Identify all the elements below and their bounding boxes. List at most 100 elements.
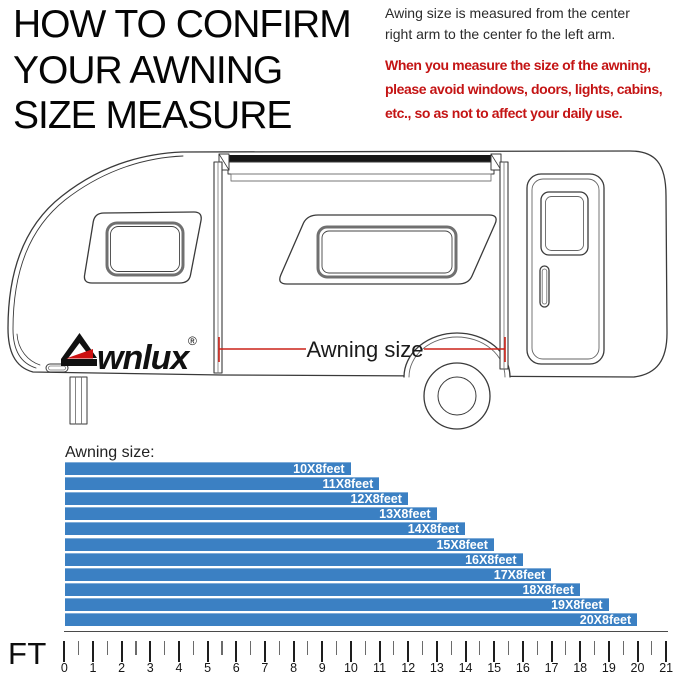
- ruler-edge-line: [63, 631, 668, 633]
- door-inner-line: [531, 178, 600, 360]
- ruler-tick-label: 4: [175, 661, 183, 675]
- ruler-tick-major: [321, 641, 324, 662]
- bar-label: 12X8feet: [350, 492, 402, 507]
- brand-logo-a-bar: [61, 359, 97, 366]
- ruler-tick-minor: [593, 641, 596, 655]
- ruler-tick-label: 2: [118, 661, 126, 675]
- awning-size-bar: 17X8feet: [65, 567, 552, 582]
- ruler-tick-label: 9: [318, 661, 326, 675]
- bar-label: 18X8feet: [522, 582, 574, 597]
- ruler-tick-major: [521, 641, 524, 662]
- caravan-diagram: Awning size wnlux ®: [7, 150, 668, 430]
- ruler-tick-minor: [364, 641, 366, 655]
- front-window-frame-inner: [110, 226, 180, 272]
- ruler-tick-label: 10: [343, 661, 358, 675]
- ruler-tick-label: 8: [290, 661, 298, 675]
- ruler-tick-label: 6: [232, 661, 240, 675]
- ruler-tick-major: [435, 641, 438, 662]
- tow-jack: [69, 376, 88, 425]
- awning-size-bar: 16X8feet: [65, 552, 523, 567]
- ruler-tick-major: [263, 641, 266, 662]
- measure-warning-text: When you measure the size of the awning,…: [385, 57, 663, 121]
- door-window-inner: [545, 196, 584, 251]
- ruler-tick-minor: [192, 641, 194, 655]
- ruler-tick-label: 7: [261, 661, 269, 675]
- ruler-tick-label: 3: [146, 661, 154, 675]
- door: [526, 173, 605, 365]
- ruler-tick-minor: [421, 641, 424, 655]
- ruler-tick-major: [493, 641, 496, 662]
- awning-size-bar: 11X8feet: [65, 477, 380, 492]
- door-window: [540, 191, 589, 256]
- ruler-tick-major: [149, 641, 152, 662]
- bar-label: 19X8feet: [551, 597, 603, 612]
- wheel: [423, 362, 491, 430]
- awning-arm-right: [499, 161, 509, 370]
- ruler-tick-major: [63, 641, 66, 662]
- trailer-front-inner-line: [12, 155, 184, 369]
- awning-size-bar: 12X8feet: [65, 492, 408, 505]
- ruler-tick-major: [235, 641, 238, 662]
- awning-arm-left: [213, 161, 223, 374]
- ruler-unit-label: FT: [8, 636, 47, 671]
- ruler-tick-minor: [278, 641, 280, 655]
- ruler-tick-label: 15: [487, 661, 502, 675]
- ruler-tick-major: [91, 641, 94, 662]
- brand-logo: wnlux ®: [61, 333, 197, 377]
- ruler-tick-label: 12: [401, 661, 416, 675]
- ruler-tick-major: [607, 641, 610, 662]
- measure-note-text: Awing size is measured from the center r…: [385, 5, 630, 42]
- ruler-tick-major: [206, 641, 209, 662]
- ruler-tick-minor: [78, 641, 80, 655]
- ruler-tick-minor: [536, 641, 538, 655]
- chart-heading: Awning size:: [65, 444, 155, 461]
- page-title: HOW TO CONFIRM YOUR AWNING SIZE MEASURE: [13, 3, 352, 138]
- awning-size-bar: 15X8feet: [65, 537, 494, 552]
- awning-size-bar: 13X8feet: [65, 507, 437, 521]
- awning-size-measure: [218, 337, 506, 362]
- ruler-tick-major: [349, 641, 352, 662]
- ruler-tick-major: [665, 641, 668, 662]
- ruler-tick-label: 16: [515, 661, 530, 675]
- bar-label: 20X8feet: [579, 613, 632, 627]
- ruler-tick-label: 0: [60, 661, 68, 675]
- ruler-tick-minor: [450, 641, 452, 655]
- ruler-tick-minor: [249, 641, 252, 655]
- trailer-front-inner-line-2: [16, 333, 41, 366]
- wheel-hub: [437, 376, 477, 416]
- ruler-tick-label: 18: [573, 661, 588, 675]
- ruler-tick-label: 21: [659, 661, 674, 675]
- ruler-tick-label: 11: [373, 661, 387, 675]
- brand-logo-red-swoosh-icon: [66, 349, 93, 359]
- bar-label: 14X8feet: [407, 522, 460, 537]
- bar-label: 10X8feet: [293, 462, 345, 476]
- bar-label: 16X8feet: [465, 552, 517, 567]
- ruler-tick-label: 20: [630, 661, 645, 675]
- awning-size-bar: 19X8feet: [65, 597, 609, 612]
- ruler-tick-minor: [307, 641, 309, 655]
- ruler-tick-minor: [479, 641, 481, 655]
- door-handle: [539, 265, 550, 308]
- awning-size-bar: 20X8feet: [65, 613, 638, 627]
- ruler-tick-label: 1: [89, 661, 97, 675]
- bar-label: 11X8feet: [322, 477, 374, 492]
- ruler-tick-major: [120, 641, 123, 662]
- awning-fabric-roll: [227, 161, 495, 175]
- bar-label: 17X8feet: [493, 567, 546, 582]
- ruler-tick-label: 17: [544, 661, 559, 675]
- front-window: [83, 211, 202, 284]
- ruler-tick-label: 14: [458, 661, 473, 675]
- ruler-tick-minor: [335, 641, 338, 655]
- measure-label: Awning size: [307, 337, 424, 362]
- awning-roller-bar: [221, 155, 500, 162]
- brand-registered-mark: ®: [188, 334, 197, 348]
- ruler-tick-minor: [135, 641, 137, 655]
- bar-label: 15X8feet: [436, 537, 488, 552]
- ruler-tick-major: [464, 641, 467, 662]
- ruler-tick-major: [177, 641, 180, 662]
- ruler-tick-minor: [507, 641, 510, 655]
- awning-size-bar: 14X8feet: [65, 522, 466, 537]
- ruler-tick-major: [292, 641, 295, 662]
- ruler-tick-minor: [651, 641, 653, 655]
